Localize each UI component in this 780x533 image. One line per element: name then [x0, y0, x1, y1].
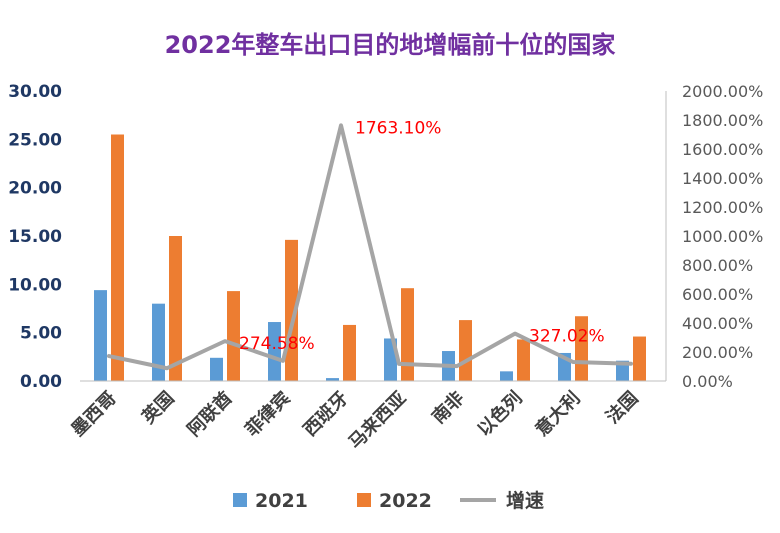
left-axis-tick-label: 10.00 [8, 275, 62, 295]
bar-2021-法国 [616, 360, 629, 381]
right-axis-tick-label: 800.00% [682, 256, 753, 275]
line-增速 [107, 123, 633, 371]
right-axis-tick-label: 1400.00% [682, 169, 763, 188]
left-axis-tick-label: 25.00 [8, 130, 62, 150]
category-label: 阿联酋 [183, 387, 237, 441]
bar-2022-意大利 [575, 316, 588, 381]
bar-2022-法国 [633, 336, 646, 381]
bar-2022-南非 [459, 320, 472, 381]
legend-swatch-2021 [233, 493, 247, 507]
bar-2022-阿联酋 [227, 291, 240, 381]
right-y-axis: 0.00% 200.00% 400.00% 600.00% 800.00% 1000.00… [665, 82, 763, 391]
legend: 2021 2022 增速 [233, 489, 544, 512]
annotation-阿联酋: 274.58% [239, 334, 315, 354]
left-axis-tick-label: 0.00 [20, 372, 62, 392]
right-axis-tick-label: 1600.00% [682, 140, 763, 159]
right-axis-tick-label: 600.00% [682, 285, 753, 304]
right-axis-tick-label: 2000.00% [682, 82, 763, 101]
chart-title: 2022年整车出口目的地增幅前十位的国家 [165, 31, 616, 59]
left-axis-tick-label: 20.00 [8, 179, 62, 199]
right-axis-tick-label: 400.00% [682, 314, 753, 333]
category-label: 意大利 [531, 387, 585, 441]
bar-2021-菲律宾 [268, 322, 281, 381]
right-axis-tick-label: 1000.00% [682, 227, 763, 246]
bar-2021-阿联酋 [210, 357, 223, 381]
left-axis-tick-label: 15.00 [8, 227, 62, 247]
bar-2022-西班牙 [343, 324, 356, 381]
category-label: 南非 [428, 387, 469, 428]
category-label: 墨西哥 [68, 388, 121, 441]
line-series [107, 123, 633, 371]
bar-2021-以色列 [500, 371, 513, 381]
category-label: 以色列 [473, 387, 527, 441]
annotation-西班牙: 1763.10% [355, 118, 441, 138]
category-label: 菲律宾 [241, 387, 295, 441]
category-label: 西班牙 [300, 388, 353, 441]
right-axis-tick-label: 1200.00% [682, 198, 763, 217]
category-label: 法国 [602, 387, 643, 428]
right-axis-tick-label: 200.00% [682, 343, 753, 362]
bar-2021-英国 [152, 303, 165, 381]
legend-label-2021: 2021 [255, 490, 308, 512]
annotation-以色列: 327.02% [529, 327, 605, 347]
left-axis-tick-label: 30.00 [8, 82, 62, 102]
bar-2022-墨西哥 [111, 134, 124, 381]
left-y-axis: 0.00 5.00 10.00 15.00 20.00 25.00 30.00 [8, 82, 62, 392]
right-axis-tick-label: 0.00% [682, 372, 733, 391]
annotations: 274.58% 1763.10% 327.02% [239, 118, 605, 354]
category-label: 马来西亚 [345, 388, 411, 454]
left-axis-tick-label: 5.00 [20, 324, 62, 344]
legend-swatch-2022 [357, 493, 371, 507]
legend-label-增速: 增速 [506, 489, 544, 512]
bar-2021-墨西哥 [94, 290, 107, 381]
bar-2021-西班牙 [326, 378, 339, 381]
bar-2022-以色列 [517, 339, 530, 381]
bar-2022-马来西亚 [401, 288, 414, 381]
legend-label-2022: 2022 [379, 490, 432, 512]
category-label: 英国 [137, 387, 179, 429]
right-axis-tick-label: 1800.00% [682, 111, 763, 130]
bar-2022-英国 [169, 236, 182, 381]
